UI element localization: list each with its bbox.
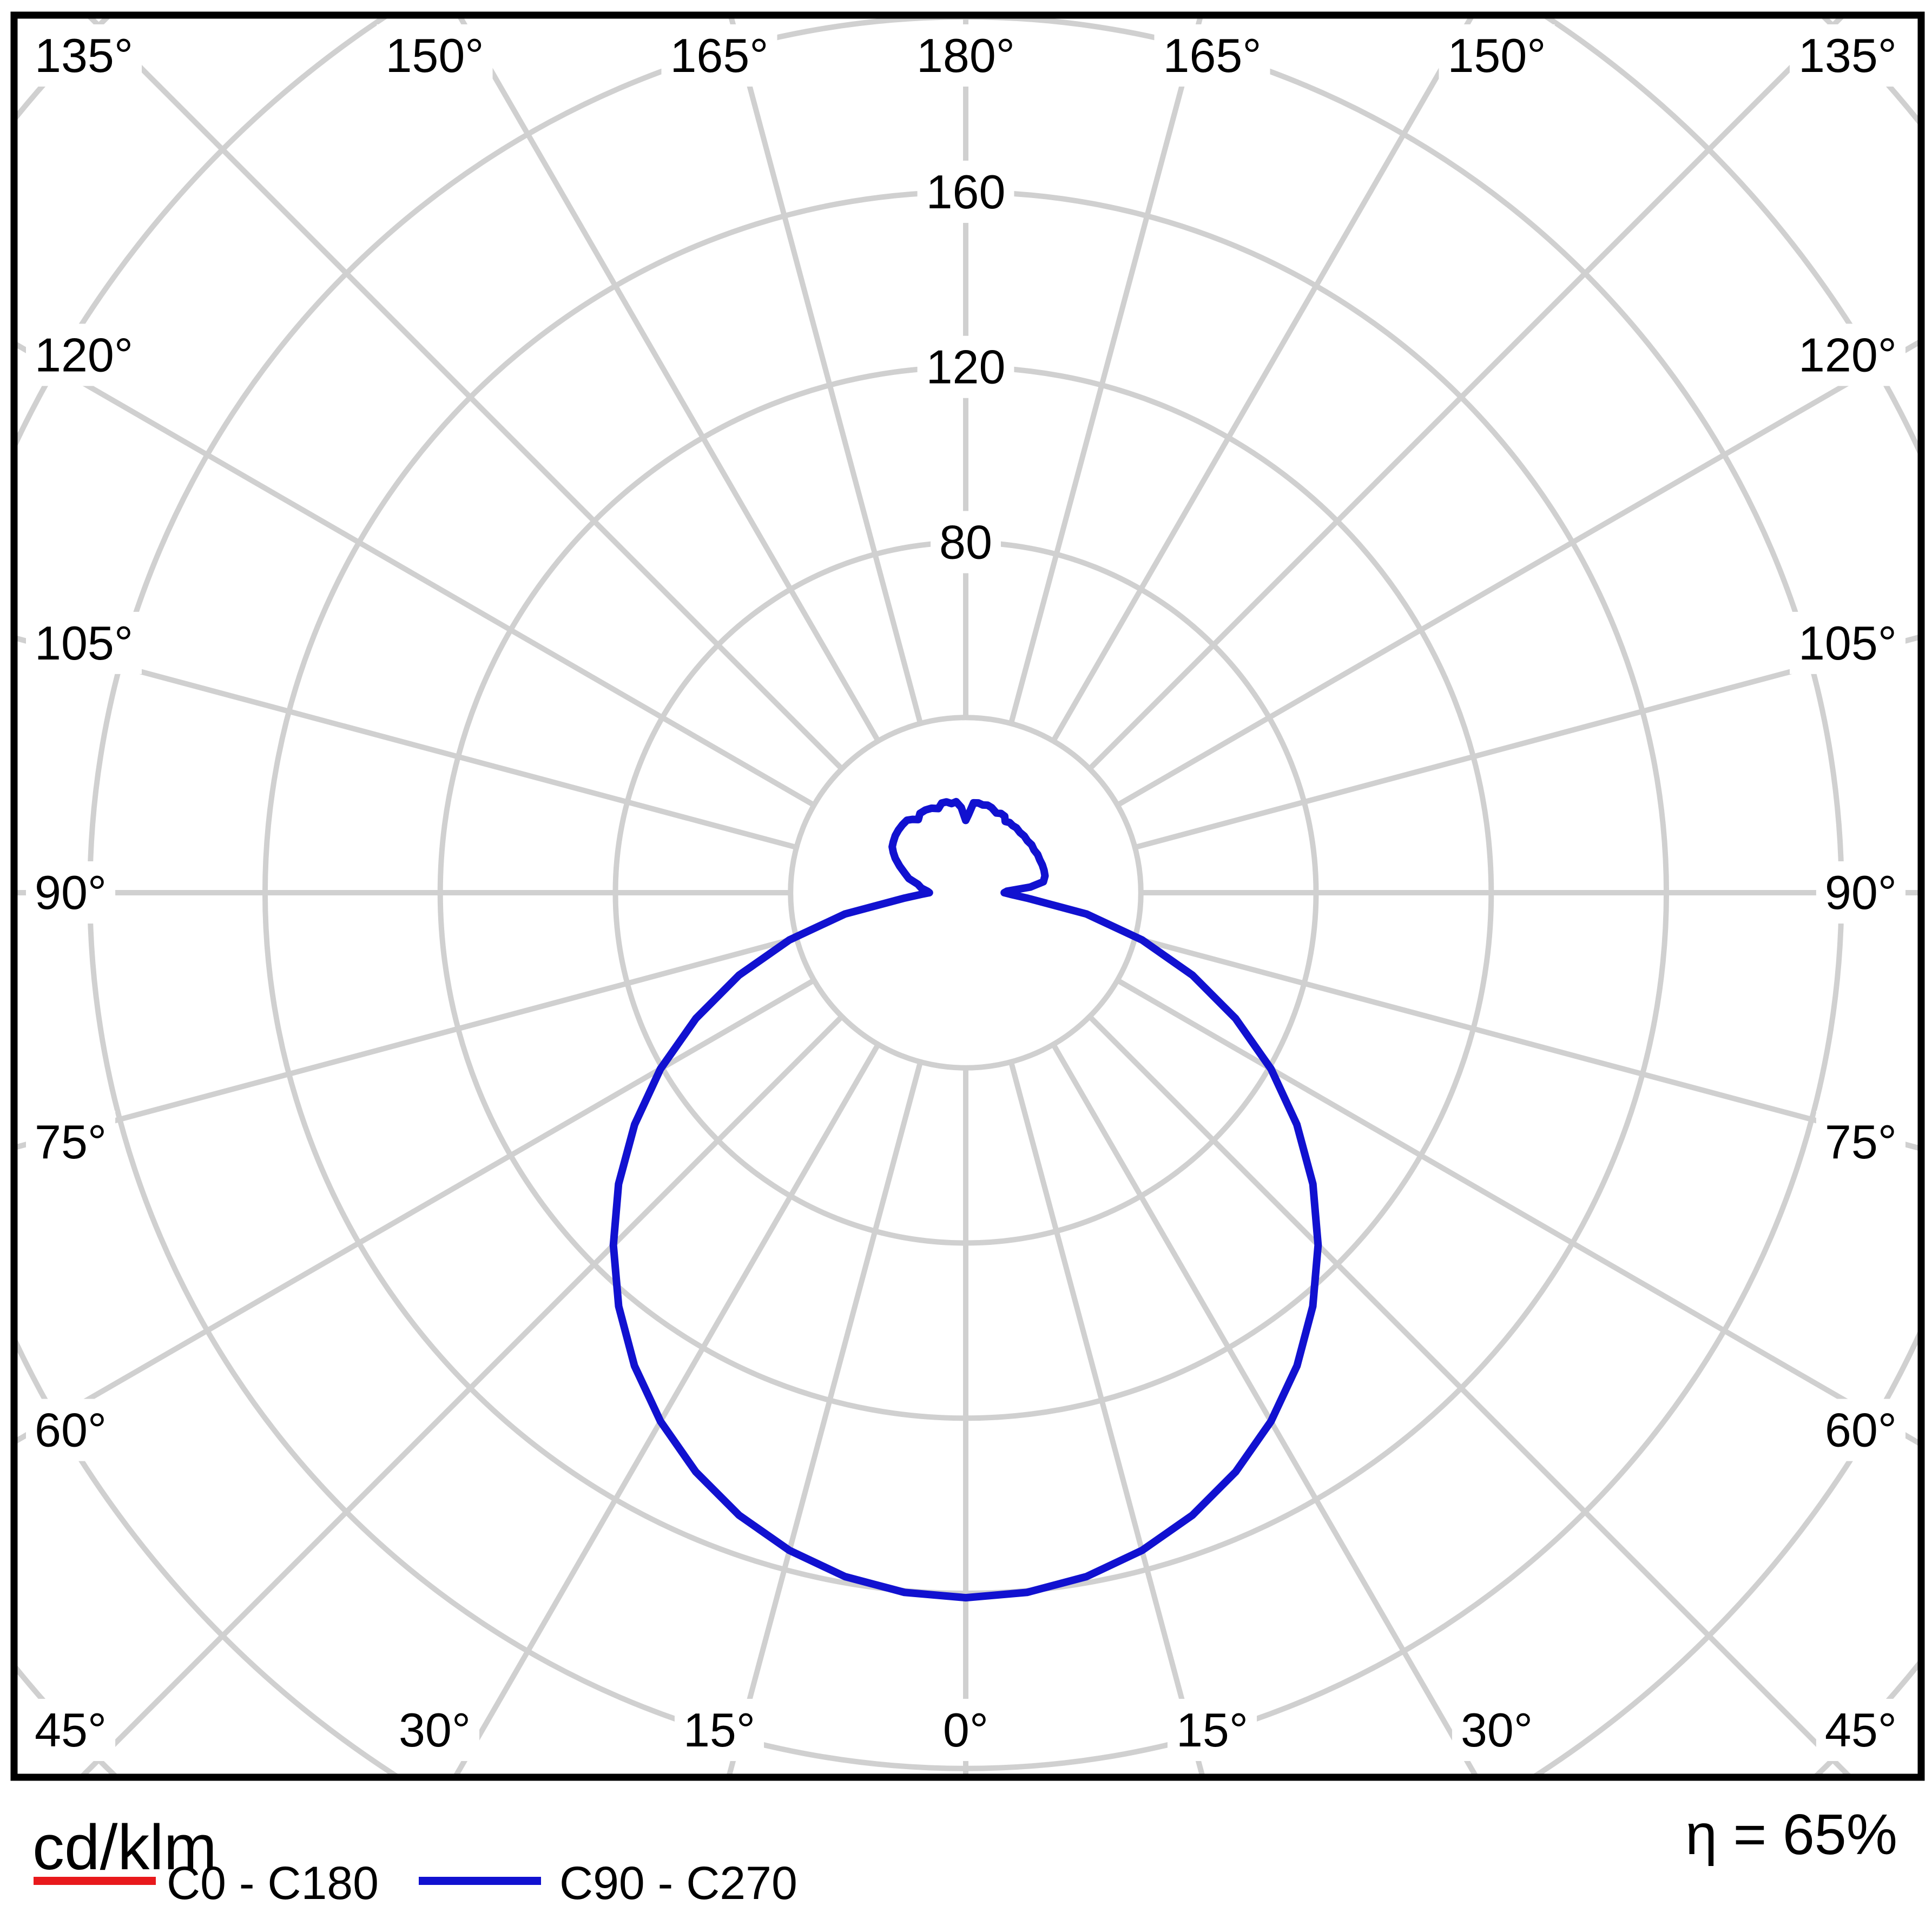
angle-label-l90: 90°	[35, 866, 107, 919]
grid-ray-195	[728, 18, 924, 724]
angle-label-r135-backing	[1789, 24, 1905, 87]
angle-label-r60: 60°	[1825, 1403, 1897, 1457]
angle-label-r45: 45°	[1825, 1703, 1897, 1757]
angle-label-l120-backing	[26, 324, 142, 386]
angle-label-l75-backing	[26, 1111, 116, 1173]
angle-label-l30-backing	[390, 1699, 480, 1761]
angle-label-r75-backing	[1816, 1111, 1905, 1173]
angle-label-r165: 165°	[1163, 29, 1262, 82]
angle-label-l15: 15°	[683, 1703, 755, 1757]
angle-label-r90-backing	[1816, 861, 1905, 924]
angle-label-r15-backing	[1167, 1699, 1257, 1761]
grid-ray-255	[17, 636, 797, 850]
grid-ray-60	[1116, 978, 1918, 1446]
angle-label-l105: 105°	[35, 616, 133, 670]
angle-label-l150-backing	[377, 24, 493, 87]
angle-label-l135-backing	[26, 24, 142, 87]
grid-ray-315	[81, 1014, 844, 1774]
angle-label-r15: 15°	[1176, 1703, 1248, 1757]
angle-label-l60: 60°	[35, 1403, 107, 1457]
unit-label: cd/klm	[32, 1812, 217, 1883]
angle-label-l75: 75°	[35, 1115, 107, 1169]
angle-label-r105-backing	[1789, 611, 1905, 674]
radial-tick-label-120-backing	[917, 335, 1014, 398]
angle-label-l165-backing	[661, 24, 777, 87]
angle-label-r165-backing	[1154, 24, 1270, 87]
grid-ray-30	[1051, 1043, 1478, 1774]
legend-label-c90-c270: C90 - C270	[559, 1857, 797, 1909]
grid-ray-165	[1008, 18, 1203, 724]
angle-label-l30: 30°	[399, 1703, 471, 1757]
grid-ray-345	[727, 1061, 924, 1774]
grid-ray-105	[1134, 635, 1918, 850]
radial-tick-label-120: 120	[926, 340, 1006, 394]
distribution-curves	[609, 797, 1322, 1602]
radial-tick-label-160: 160	[926, 165, 1006, 219]
grid-ring-40	[788, 715, 1144, 1071]
radial-tick-label-160-backing	[917, 160, 1014, 223]
grid-ray-240	[17, 342, 816, 808]
grid-ray-210	[458, 18, 881, 743]
legend-line-c0-c180	[34, 1877, 156, 1885]
grid-ray-75	[1134, 935, 1918, 1151]
angle-label-l120: 120°	[35, 328, 133, 381]
efficiency-label: η = 65%	[1685, 1803, 1897, 1867]
angle-label-l150: 150°	[385, 29, 484, 82]
angle-label-r60-backing	[1816, 1399, 1905, 1461]
angle-label-r120-backing	[1789, 324, 1905, 386]
angle-label-r30-backing	[1452, 1699, 1542, 1761]
angle-label-l15-backing	[674, 1699, 764, 1761]
angle-label-0-backing	[934, 1699, 998, 1761]
grid-ray-300	[17, 978, 816, 1443]
angle-label-r105: 105°	[1798, 616, 1897, 670]
grid-ray-15	[1008, 1061, 1205, 1774]
angle-label-0: 0°	[943, 1703, 988, 1757]
angle-label-r30: 30°	[1461, 1703, 1533, 1757]
angle-label-r120: 120°	[1798, 328, 1897, 381]
plot-frame	[10, 11, 1925, 1781]
angle-label-180-backing	[907, 24, 1024, 87]
legend-label-c0-c180: C0 - C180	[167, 1857, 379, 1909]
grid-ray-45	[1087, 1014, 1851, 1774]
radial-tick-label-80: 80	[939, 515, 992, 569]
curve-c90-c270	[609, 797, 1322, 1602]
grid-ray-120	[1116, 340, 1918, 808]
angle-label-r150: 150°	[1447, 29, 1546, 82]
grid-ray-330	[454, 1043, 881, 1774]
angle-label-l165: 165°	[670, 29, 768, 82]
angle-label-r150-backing	[1439, 24, 1555, 87]
angle-label-l45: 45°	[35, 1703, 107, 1757]
angle-label-l135: 135°	[35, 29, 133, 82]
angle-label-180: 180°	[916, 29, 1015, 82]
angle-label-l45-backing	[26, 1699, 116, 1761]
grid-ray-150	[1051, 18, 1474, 743]
radial-tick-label-80-backing	[931, 511, 1001, 573]
grid-ray-285	[17, 935, 797, 1150]
angle-label-l90-backing	[26, 861, 116, 924]
angle-label-r90: 90°	[1825, 866, 1897, 919]
angle-label-r135: 135°	[1798, 29, 1897, 82]
angle-label-r75: 75°	[1825, 1115, 1897, 1169]
angle-label-l105-backing	[26, 611, 142, 674]
angle-label-r45-backing	[1816, 1699, 1905, 1761]
legend-line-c90-c270	[419, 1877, 541, 1885]
angle-label-l60-backing	[26, 1399, 116, 1461]
